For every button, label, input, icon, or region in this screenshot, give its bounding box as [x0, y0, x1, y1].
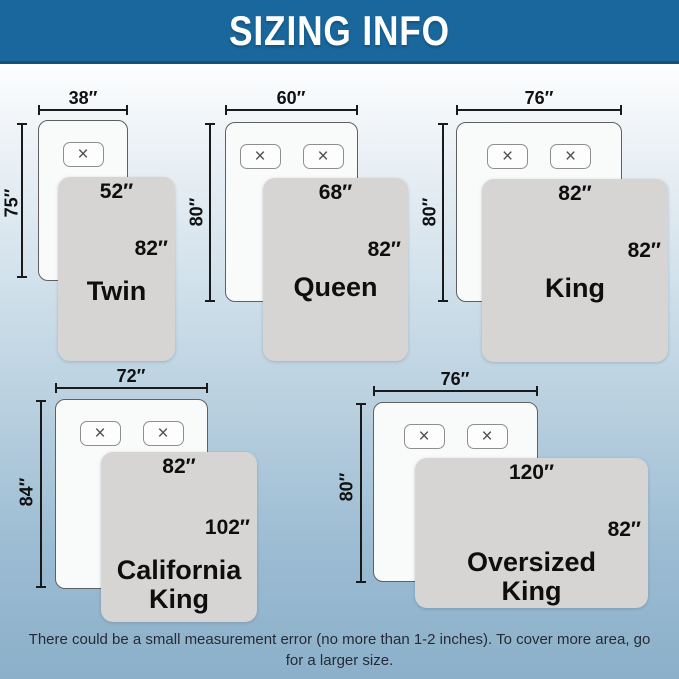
pillow: ×	[239, 144, 281, 169]
pillow-x-icon: ×	[481, 426, 493, 447]
width-dimension-line	[373, 386, 538, 396]
pillow-x-icon: ×	[317, 146, 329, 167]
measurement-note: There could be a small measurement error…	[28, 631, 651, 669]
width-dimension-line	[456, 105, 622, 115]
header-bar: SIZING INFO	[0, 0, 679, 64]
blanket-overlay: 52″ 82″ Twin	[58, 177, 175, 361]
width-dimension-label: 72″	[116, 366, 146, 386]
pillow-x-icon: ×	[418, 426, 430, 447]
blanket-length-label: 82″	[367, 238, 401, 261]
pillow: ×	[487, 144, 528, 169]
blanket-width-label: 68″	[318, 181, 353, 204]
pillow-x-icon: ×	[77, 144, 89, 165]
width-dimension-label: 76″	[524, 88, 554, 108]
width-dimension-line	[55, 383, 208, 393]
pillow: ×	[550, 144, 591, 169]
blanket-length-label: 82″	[607, 518, 641, 541]
bed-size-name: Oversized King	[466, 547, 597, 606]
blanket-width-label: 120″	[508, 461, 555, 484]
width-dimension-label: 38″	[68, 88, 98, 108]
pillow-x-icon: ×	[501, 146, 514, 167]
length-dimension-line	[356, 403, 366, 583]
pillow: ×	[142, 421, 184, 446]
pillow-x-icon: ×	[157, 423, 169, 444]
bed-size-name: King	[545, 273, 605, 303]
bed-size-name: Twin	[86, 276, 147, 306]
width-dimension-label: 60″	[276, 88, 306, 108]
pillow-x-icon: ×	[564, 146, 577, 167]
pillow-x-icon: ×	[94, 423, 106, 444]
pillow: ×	[302, 144, 344, 169]
length-dimension-line	[36, 400, 46, 588]
length-dimension-line	[205, 123, 215, 302]
width-dimension-label: 76″	[440, 369, 470, 389]
pillow: ×	[62, 142, 104, 167]
bed-size-name: Queen	[293, 272, 378, 302]
pillow: ×	[79, 421, 121, 446]
blanket-width-label: 82″	[162, 455, 196, 478]
bed-size-name: California King	[116, 555, 242, 614]
blanket-width-label: 52″	[99, 180, 134, 203]
blanket-length-label: 82″	[134, 237, 168, 260]
page-title: SIZING INFO	[229, 6, 450, 54]
pillow: ×	[403, 424, 445, 449]
width-dimension-line	[225, 105, 358, 115]
blanket-overlay: 82″ 102″ California King	[101, 452, 257, 622]
blanket-overlay: 68″ 82″ Queen	[263, 178, 408, 361]
length-dimension-line	[438, 123, 448, 302]
blanket-width-label: 82″	[558, 182, 592, 205]
length-dimension-label: 80″	[336, 472, 357, 502]
blanket-overlay: 120″ 82″ Oversized King	[415, 458, 648, 608]
width-dimension-line	[38, 105, 128, 115]
blanket-length-label: 102″	[204, 516, 250, 539]
blanket-overlay: 82″ 82″ King	[482, 179, 668, 362]
blanket-length-label: 82″	[627, 239, 661, 262]
pillow-x-icon: ×	[254, 146, 266, 167]
pillow: ×	[466, 424, 508, 449]
length-dimension-line	[17, 123, 27, 278]
